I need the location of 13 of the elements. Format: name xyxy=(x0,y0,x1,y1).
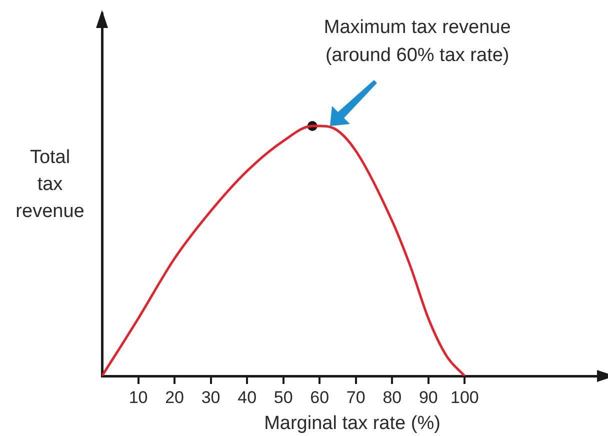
x-tick-label: 30 xyxy=(201,388,220,407)
x-tick-label: 40 xyxy=(238,388,257,407)
x-tick-label: 50 xyxy=(274,388,293,407)
y-axis-title: Total tax revenue xyxy=(16,146,84,222)
x-tick-label: 70 xyxy=(346,388,366,407)
x-tick-label: 100 xyxy=(450,388,479,407)
text: Maximum tax revenue (around 60% tax rate) xyxy=(324,17,511,66)
x-tick-label: 80 xyxy=(382,388,402,407)
x-tick-label: 60 xyxy=(310,388,330,407)
x-tick-label: 20 xyxy=(165,388,184,407)
x-tick-label: 10 xyxy=(128,388,148,407)
x-axis-title: Marginal tax rate (%) xyxy=(264,413,440,434)
x-tick-label: 90 xyxy=(418,388,438,407)
